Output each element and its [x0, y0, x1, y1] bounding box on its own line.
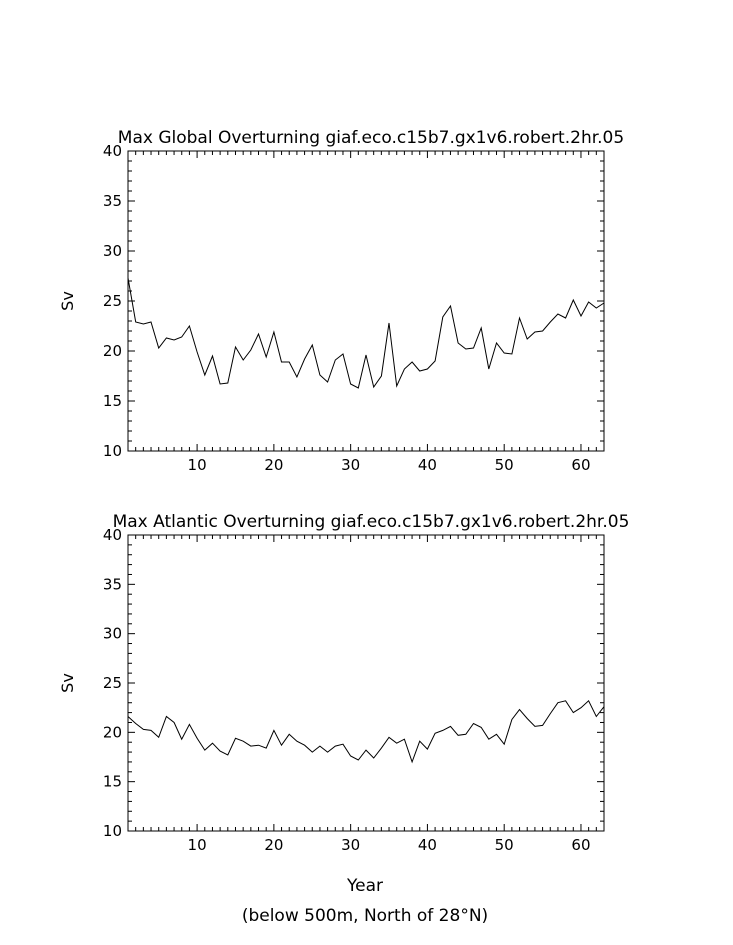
- global-overturning-panel: Max Global Overturning giaf.eco.c15b7.gx…: [58, 128, 624, 474]
- plot-frame: [127, 150, 605, 452]
- x-tick-label: 10: [188, 836, 207, 854]
- x-tick-label: 40: [418, 456, 437, 474]
- x-tick-label: 30: [341, 456, 360, 474]
- y-tick-label: 40: [103, 526, 122, 544]
- plot-frame: [127, 534, 605, 832]
- series-line: [127, 699, 605, 764]
- chart-title: Max Global Overturning giaf.eco.c15b7.gx…: [118, 128, 624, 148]
- y-tick-label: 40: [103, 142, 122, 160]
- x-tick-label: 50: [495, 456, 514, 474]
- y-tick-label: 30: [103, 242, 122, 260]
- y-tick-label: 30: [103, 625, 122, 643]
- x-tick-label: 60: [571, 456, 590, 474]
- y-tick-label: 10: [103, 442, 122, 460]
- y-tick-label: 35: [103, 575, 122, 593]
- series-line: [127, 277, 605, 389]
- atlantic-overturning-panel: Max Atlantic Overturning giaf.eco.c15b7.…: [58, 512, 629, 854]
- x-tick-label: 30: [341, 836, 360, 854]
- chart-title: Max Atlantic Overturning giaf.eco.c15b7.…: [113, 512, 630, 532]
- x-tick-label: 60: [571, 836, 590, 854]
- x-axis-label: Year: [346, 876, 383, 896]
- footnote-text: (below 500m, North of 28°N): [242, 906, 488, 926]
- y-tick-label: 25: [103, 292, 122, 310]
- y-axis-label: Sv: [58, 291, 77, 311]
- x-tick-label: 40: [418, 836, 437, 854]
- x-tick-label: 50: [495, 836, 514, 854]
- x-tick-label: 20: [264, 456, 283, 474]
- y-tick-label: 10: [103, 822, 122, 840]
- y-axis-label: Sv: [58, 673, 77, 693]
- y-tick-label: 15: [103, 392, 122, 410]
- y-tick-label: 35: [103, 192, 122, 210]
- y-tick-label: 25: [103, 674, 122, 692]
- y-tick-label: 20: [103, 723, 122, 741]
- y-tick-label: 15: [103, 773, 122, 791]
- y-tick-label: 20: [103, 342, 122, 360]
- x-tick-label: 20: [264, 836, 283, 854]
- x-tick-label: 10: [188, 456, 207, 474]
